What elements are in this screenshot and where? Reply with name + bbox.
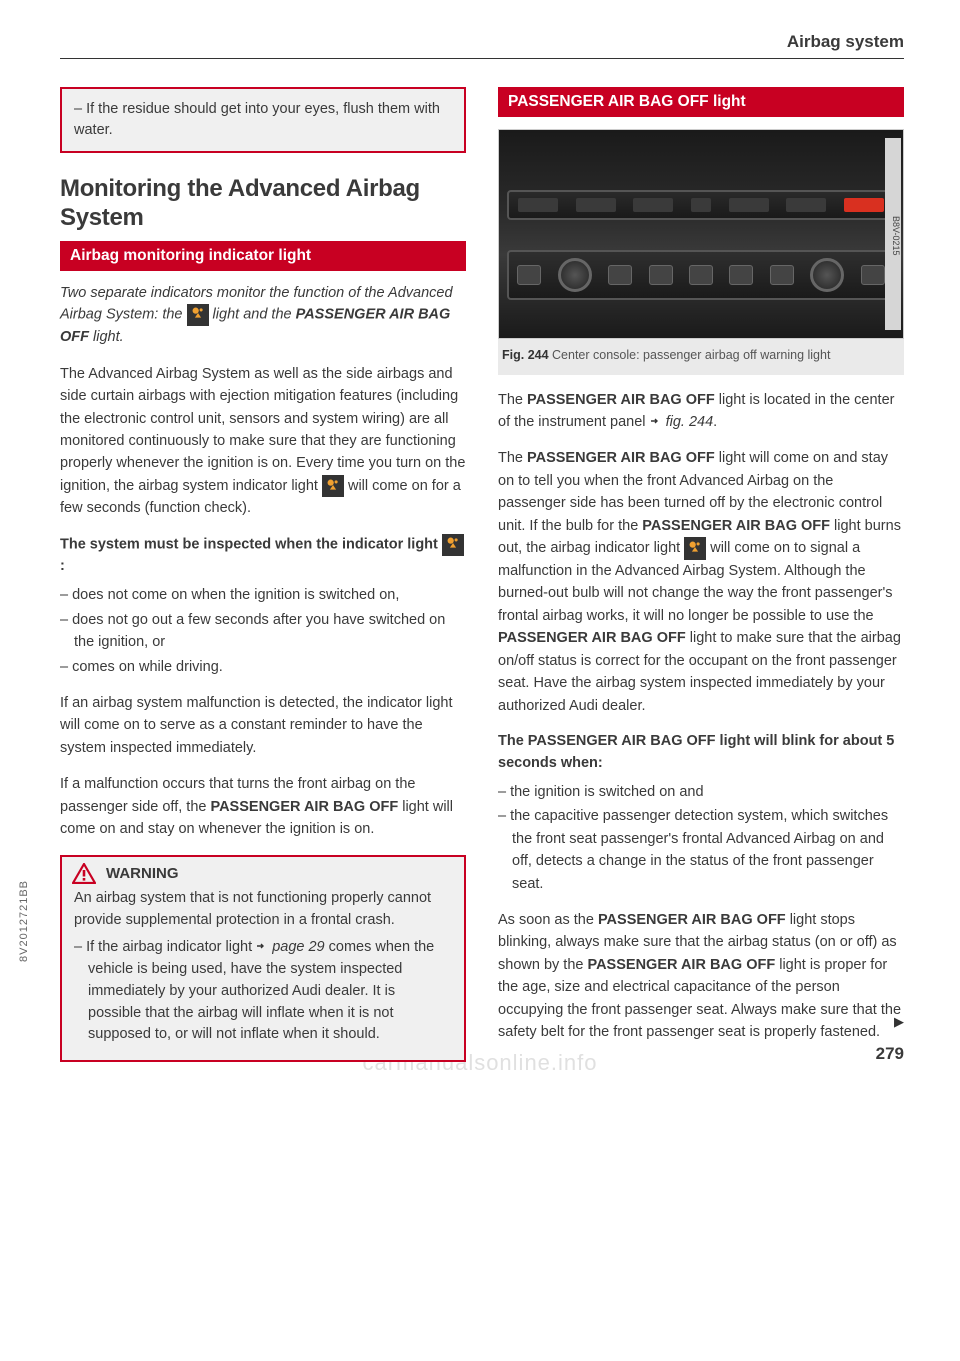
right-column: PASSENGER AIR BAG OFF light B8V-0215 Fig… — [498, 87, 904, 1062]
dash-lower-strip — [507, 250, 895, 300]
warning-box: WARNING An airbag system that is not fun… — [60, 855, 466, 1062]
dash-upper-strip — [507, 190, 895, 220]
intro-text-b: light and the — [209, 307, 296, 323]
rp3-b: PASSENGER AIR BAG OFF — [598, 912, 786, 928]
link-arrow-icon — [256, 941, 268, 951]
residue-note-box: – If the residue should get into your ey… — [60, 87, 466, 153]
p3-bold: PASSENGER AIR BAG OFF — [210, 799, 398, 815]
red-bar-passenger: PASSENGER AIR BAG OFF light — [498, 87, 904, 117]
figure-caption: Fig. 244 Center console: passenger airba… — [498, 339, 904, 375]
right-p1: The PASSENGER AIR BAG OFF light is locat… — [498, 389, 904, 434]
figure-number: Fig. 244 — [502, 348, 549, 362]
inspect-subheading: The system must be inspected when the in… — [60, 534, 466, 578]
warning-bullet: – If the airbag indicator light page 29 … — [74, 937, 452, 1046]
paragraph-1: The Advanced Airbag System as well as th… — [60, 363, 466, 520]
blink-subheading: The PASSENGER AIR BAG OFF light will bli… — [498, 731, 904, 775]
sub1-a: The system must be inspected when the in… — [60, 537, 442, 553]
rp1-figref: fig. 244 — [666, 414, 714, 430]
airbag-icon — [187, 304, 209, 326]
figure-side-tag: B8V-0215 — [885, 138, 901, 330]
warning-body: An airbag system that is not functioning… — [62, 888, 464, 1060]
rp3-d: PASSENGER AIR BAG OFF — [587, 957, 775, 973]
rp2-a: The — [498, 450, 527, 466]
warn-b1-a: – If the airbag indicator light — [74, 939, 256, 955]
rp2-b: PASSENGER AIR BAG OFF — [527, 450, 715, 466]
figure-image: B8V-0215 — [498, 129, 904, 339]
rp1-a: The — [498, 392, 527, 408]
airbag-icon — [322, 475, 344, 497]
warning-title: WARNING — [106, 865, 179, 882]
inspect-bullet-list: – does not come on when the ignition is … — [60, 584, 466, 678]
airbag-icon — [684, 537, 706, 559]
intro-text-d: light. — [89, 329, 124, 345]
section-heading: Monitoring the Advanced Airbag System — [60, 175, 466, 233]
continue-arrow-icon: ▶ — [894, 1014, 904, 1030]
right-p3: As soon as the PASSENGER AIR BAG OFF lig… — [498, 909, 904, 1044]
intro-paragraph: Two separate indicators monitor the func… — [60, 283, 466, 349]
page-number: 279 — [876, 1044, 904, 1064]
right-bullet-list: – the ignition is switched on and – the … — [498, 781, 904, 895]
warning-p1: An airbag system that is not functioning… — [74, 888, 452, 932]
warn-b1-pageref: page 29 — [272, 939, 324, 955]
bullet-1: – does not come on when the ignition is … — [60, 584, 466, 606]
warning-triangle-icon — [72, 863, 96, 884]
figure-caption-text: Center console: passenger airbag off war… — [549, 348, 831, 362]
warning-heading: WARNING — [62, 857, 464, 888]
page-header: Airbag system — [60, 32, 904, 59]
sub1-b: : — [60, 558, 65, 574]
bullet-2: – does not go out a few seconds after yo… — [60, 609, 466, 654]
right-bullet-1: – the ignition is switched on and — [498, 781, 904, 803]
header-title: Airbag system — [787, 32, 904, 51]
side-code: 8V2012721BB — [18, 880, 30, 962]
rp3-a: As soon as the — [498, 912, 598, 928]
right-p2: The PASSENGER AIR BAG OFF light will com… — [498, 447, 904, 717]
figure-244: B8V-0215 Fig. 244 Center console: passen… — [498, 129, 904, 375]
left-column: – If the residue should get into your ey… — [60, 87, 466, 1062]
rp1-b: PASSENGER AIR BAG OFF — [527, 392, 715, 408]
rp2-d: PASSENGER AIR BAG OFF — [642, 518, 830, 534]
rp2-g: PASSENGER AIR BAG OFF — [498, 630, 686, 646]
airbag-icon — [442, 534, 464, 556]
paragraph-3: If a malfunction occurs that turns the f… — [60, 773, 466, 840]
right-bullet-2: – the capacitive passenger detection sys… — [498, 805, 904, 895]
paragraph-2: If an airbag system malfunction is detec… — [60, 692, 466, 759]
link-arrow-icon — [650, 416, 662, 426]
p1-text-a: The Advanced Airbag System as well as th… — [60, 366, 465, 494]
red-bar-monitoring: Airbag monitoring indicator light — [60, 241, 466, 271]
bullet-3: – comes on while driving. — [60, 656, 466, 678]
residue-note-text: – If the residue should get into your ey… — [74, 99, 452, 141]
rp1-e: . — [713, 414, 717, 430]
